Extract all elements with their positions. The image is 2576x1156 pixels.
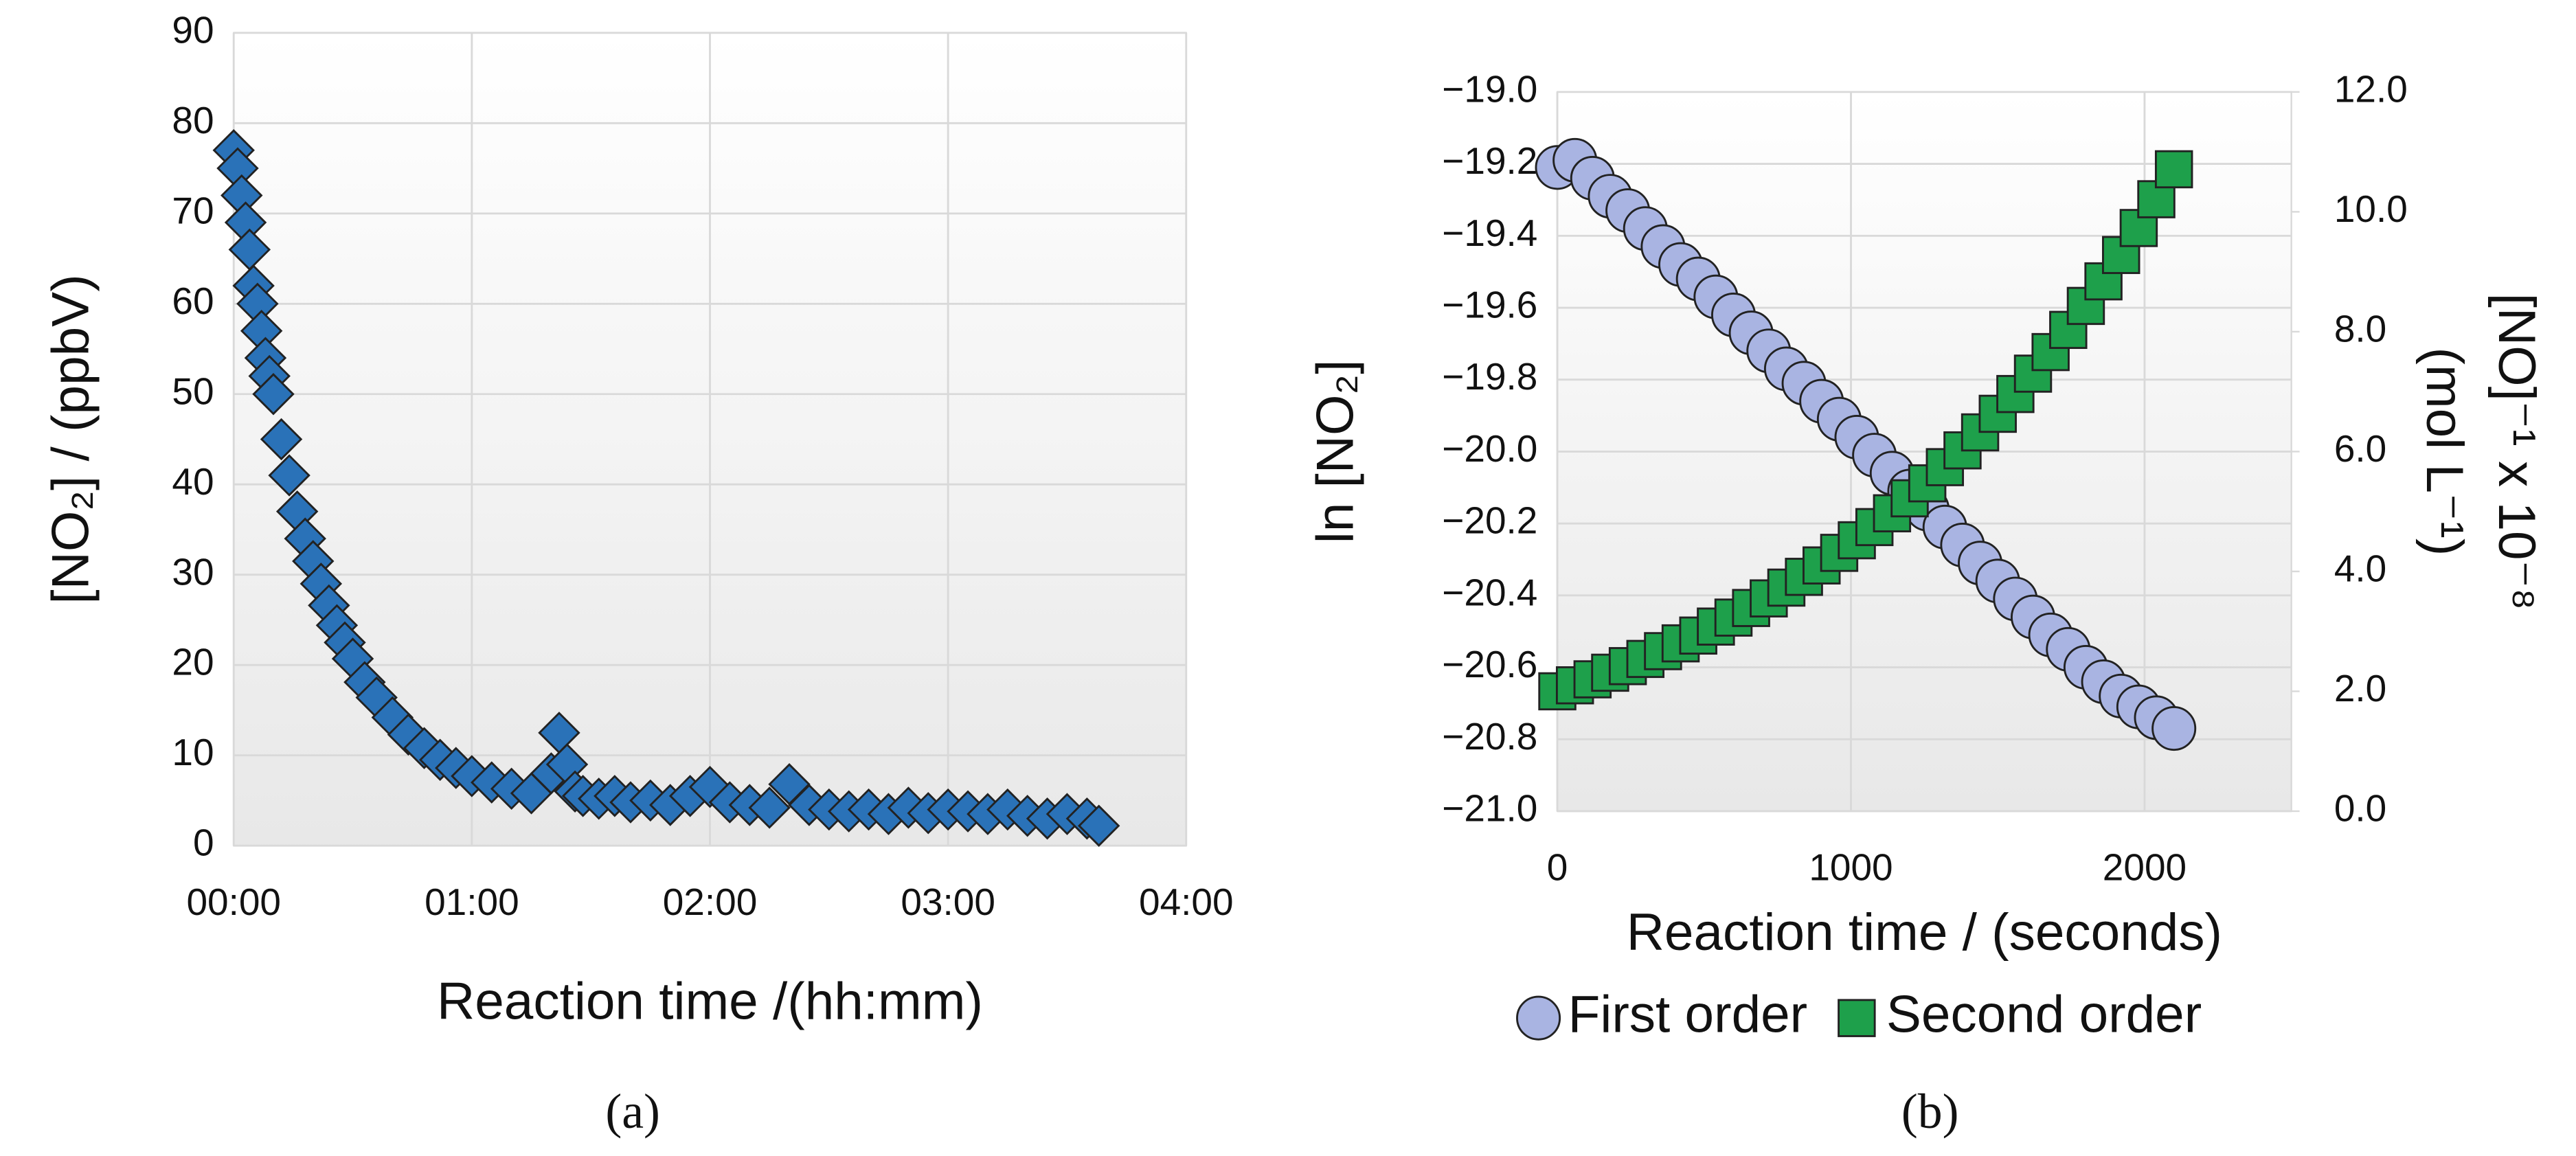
legend-label: Second order [1886,985,2202,1043]
y-tick-label: 90 [172,8,214,51]
y-tick-label: 40 [172,460,214,503]
y-tick-label: −20.0 [1442,427,1537,470]
y2-tick-label: 6.0 [2334,427,2386,470]
x-tick-label: 03:00 [901,881,995,923]
y2-axis-title: [NO]⁻¹ x 10⁻⁸ [2487,293,2546,611]
y-tick-label: −19.8 [1442,355,1537,398]
x-tick-label: 00:00 [186,881,281,923]
y-tick-label: 50 [172,370,214,412]
data-point [2151,706,2197,751]
y-axis-title: ln [NO₂] [1306,360,1364,544]
data-point [268,454,310,497]
y-tick-label: 0 [193,821,214,864]
legend-marker [1516,995,1561,1041]
x-tick-label: 1000 [1809,846,1893,889]
y-tick-label: 80 [172,99,214,141]
x-tick-label: 04:00 [1139,881,1234,923]
y2-tick-label: 4.0 [2334,547,2386,589]
y-tick-label: −21.0 [1442,787,1537,830]
data-point [260,418,303,461]
y-tick-label: −20.6 [1442,643,1537,685]
data-point [252,373,295,416]
data-point [1077,804,1120,847]
x-tick-label: 01:00 [425,881,519,923]
y-tick-label: −19.0 [1442,67,1537,110]
y2-tick-label: 2.0 [2334,667,2386,710]
x-tick-label: 2000 [2103,846,2187,889]
y-tick-label: −19.6 [1442,284,1537,326]
x-axis-title: Reaction time /(hh:mm) [437,972,983,1030]
panel-label: (b) [1901,1084,1959,1139]
x-tick-label: 02:00 [663,881,758,923]
y2-tick-label: 10.0 [2334,188,2408,230]
y-tick-label: −20.4 [1442,571,1537,613]
y-tick-label: −20.8 [1442,715,1537,758]
y-tick-label: −20.2 [1442,499,1537,542]
panel-label: (a) [605,1084,660,1139]
legend-label: First order [1568,985,1808,1043]
x-tick-label: 0 [1547,846,1568,889]
y-tick-label: 70 [172,189,214,231]
x-axis-title: Reaction time / (seconds) [1627,903,2222,962]
y2-tick-label: 8.0 [2334,307,2386,350]
y-tick-label: 20 [172,641,214,683]
y-tick-label: 30 [172,550,214,593]
y-tick-label: −19.2 [1442,139,1537,182]
y2-tick-label: 12.0 [2334,67,2408,110]
y-tick-label: 10 [172,731,214,773]
legend-marker [1838,999,1876,1037]
data-point [2154,150,2193,189]
y2-axis-title: (mol L⁻¹) [2415,347,2474,556]
y-axis-title: [NO₂] / (ppbV) [42,274,100,604]
y-tick-label: −19.4 [1442,212,1537,254]
y2-tick-label: 0.0 [2334,787,2386,830]
data-point [748,786,791,829]
y-tick-label: 60 [172,280,214,322]
